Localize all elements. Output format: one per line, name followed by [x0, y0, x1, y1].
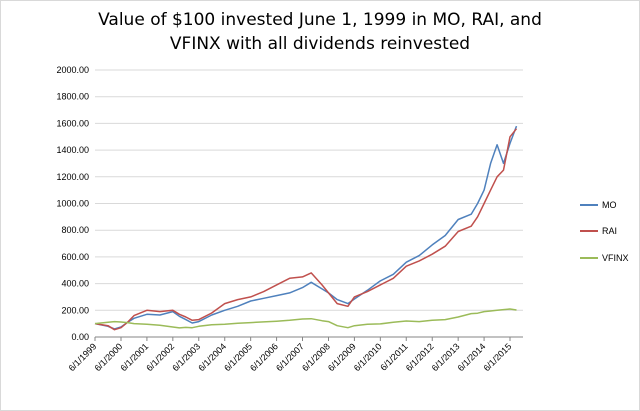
y-tick-label: 1200.00 — [56, 172, 89, 182]
legend-label-rai: RAI — [602, 226, 617, 236]
y-tick-label: 1600.00 — [56, 118, 89, 128]
y-tick-label: 0.00 — [71, 332, 89, 342]
x-tick-label: 6/1/2010 — [352, 341, 384, 373]
x-axis-ticks: 6/1/19996/1/20006/1/20016/1/20026/1/2003… — [67, 337, 514, 373]
y-tick-label: 1800.00 — [56, 92, 89, 102]
y-tick-label: 200.00 — [61, 305, 89, 315]
series-lines — [94, 125, 518, 331]
legend-label-vfinx: VFINX — [602, 253, 629, 263]
y-axis-ticks: 0.00 200.00 400.00 600.00 800.00 1000.00 1200.… — [56, 65, 89, 342]
legend: MO RAI VFINX — [580, 200, 629, 263]
y-tick-label: 600.00 — [61, 252, 89, 262]
y-tick-label: 2000.00 — [56, 65, 89, 75]
legend-label-mo: MO — [602, 200, 617, 210]
chart-title: Value of $100 invested June 1, 1999 in M… — [98, 10, 542, 54]
x-tick-label: 6/1/2015 — [482, 341, 514, 373]
series-line-vfinx — [94, 308, 517, 329]
y-tick-label: 1400.00 — [56, 145, 89, 155]
chart-title-line-2: VFINX with all dividends reinvested — [170, 34, 470, 54]
y-tick-label: 800.00 — [61, 225, 89, 235]
chart-title-line-1: Value of $100 invested June 1, 1999 in M… — [98, 10, 542, 30]
y-tick-label: 400.00 — [61, 279, 89, 289]
series-line-rai — [94, 128, 518, 331]
series-line-mo — [94, 125, 518, 330]
y-tick-label: 1000.00 — [56, 199, 89, 209]
